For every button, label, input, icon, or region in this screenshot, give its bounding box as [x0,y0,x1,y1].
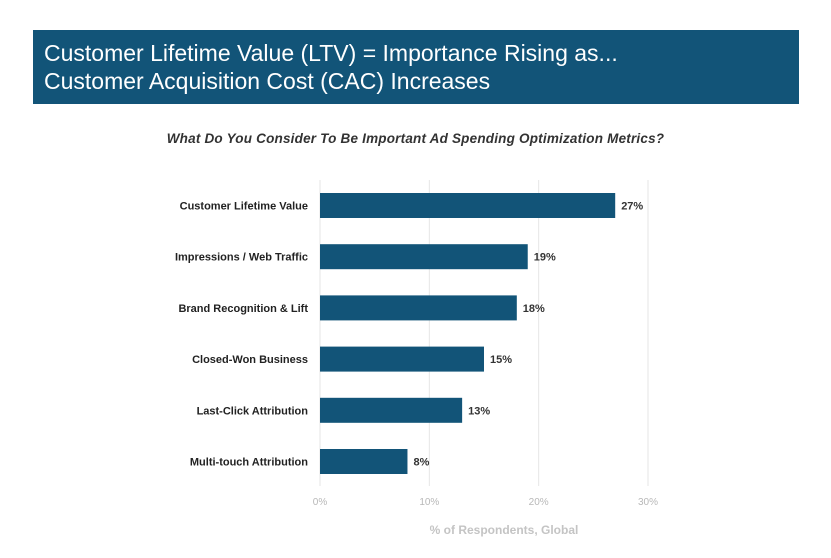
bar-3 [320,346,484,372]
value-label-0: 27% [621,201,643,213]
category-label-2: Brand Recognition & Lift [178,303,308,315]
page-title-line-1: Customer Lifetime Value (LTV) = Importan… [44,40,618,66]
category-label-3: Closed-Won Business [192,354,308,366]
bar-1 [320,244,528,270]
bar-2 [320,295,517,321]
x-tick-label-3: 30% [638,497,658,508]
category-label-5: Multi-touch Attribution [190,457,308,469]
page-title-line-2: Customer Acquisition Cost (CAC) Increase… [44,68,491,94]
x-tick-label-1: 10% [419,497,439,508]
value-label-4: 13% [468,405,490,417]
x-tick-label-0: 0% [313,497,328,508]
value-label-2: 18% [523,303,545,315]
category-label-0: Customer Lifetime Value [180,201,308,213]
chart-title: What Do You Consider To Be Important Ad … [166,131,665,146]
bar-4 [320,397,463,423]
header-banner: Customer Lifetime Value (LTV) = Importan… [33,30,799,104]
x-tick-label-2: 20% [529,497,549,508]
value-label-1: 19% [534,252,556,264]
bar-0 [320,193,616,218]
value-label-3: 15% [490,354,512,366]
value-label-5: 8% [413,457,429,469]
category-label-4: Last-Click Attribution [197,405,309,417]
bar-5 [320,449,408,474]
x-axis-title: % of Respondents, Global [430,523,579,537]
category-label-1: Impressions / Web Traffic [175,252,308,264]
